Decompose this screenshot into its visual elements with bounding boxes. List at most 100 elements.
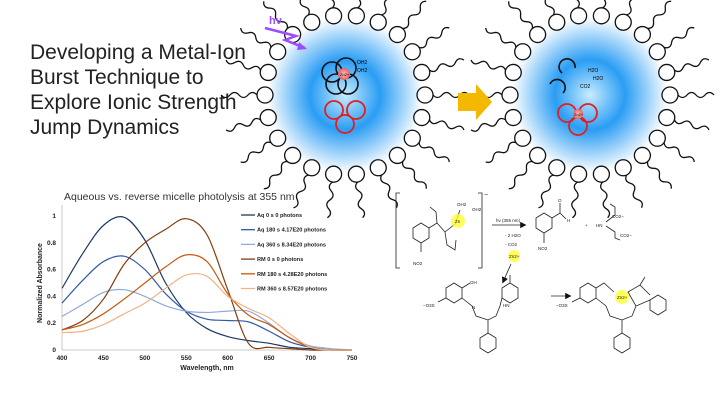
surfactant-tail xyxy=(571,181,579,219)
atom-label: −O3S xyxy=(423,303,435,308)
surfactant-head xyxy=(403,129,421,147)
surfactant-tail xyxy=(485,27,517,48)
x-axis-label: Wavelength, nm xyxy=(180,365,233,372)
surfactant-head xyxy=(548,13,566,31)
surfactant-head xyxy=(633,25,652,44)
title-line: Explore Ionic Strength xyxy=(30,91,237,114)
reaction-condition: hv (355 nm) xyxy=(496,218,521,223)
surfactant-head xyxy=(256,86,274,104)
surfactant-head xyxy=(514,129,532,147)
legend-label: RM 180 s 4.28E20 photons xyxy=(257,272,327,278)
surfactant-head xyxy=(569,7,588,25)
surfactant-tail xyxy=(674,58,710,73)
surfactant-tail xyxy=(263,1,289,29)
surfactant-head xyxy=(658,63,676,82)
surfactant-tail xyxy=(432,91,470,99)
surfactant-tail xyxy=(663,26,695,49)
light-beam: hν xyxy=(264,15,307,50)
surfactant-tail xyxy=(626,0,633,16)
zinc-highlight xyxy=(615,290,629,304)
surfactant-head xyxy=(369,159,387,177)
benzene-ring xyxy=(479,332,497,354)
series-line xyxy=(61,216,353,351)
surfactant-tail xyxy=(508,1,534,29)
caged-zinc-complex: Zn2+ OH2 OH2 xyxy=(321,57,368,95)
benzene-ring xyxy=(535,212,553,234)
legend-label: Aq 180 s 4.17E20 photons xyxy=(257,228,326,234)
x-tick-label: 650 xyxy=(264,355,275,362)
reaction-scheme: − Zn OH2 OH2 NO2 hv (355 nm) - 2 H2O - C… xyxy=(395,192,667,354)
benzene-ring xyxy=(412,222,430,244)
surfactant-tail xyxy=(646,161,672,189)
surfactant-tail xyxy=(485,141,517,164)
micelle-before xyxy=(220,0,470,219)
y-tick-label: 0.8 xyxy=(47,240,56,247)
chart-title: Aqueous vs. reverse micelle photolysis a… xyxy=(64,191,295,203)
y-tick-label: 0.2 xyxy=(47,320,56,327)
complex-brackets xyxy=(395,192,483,269)
water-label: H2O xyxy=(588,68,598,74)
binding-arrow xyxy=(502,263,512,284)
legend-label: RM 0 s 0 photons xyxy=(257,257,303,263)
byproduct-label: - CO2 xyxy=(505,242,517,247)
y-tick-label: 1 xyxy=(52,213,56,220)
atom-label: NO2 xyxy=(538,246,548,251)
co2-label: CO2 xyxy=(580,84,591,90)
atom-label: H xyxy=(567,218,570,223)
surfactant-head xyxy=(504,108,522,127)
surfactant-head xyxy=(648,43,666,61)
benzene-ring xyxy=(501,282,519,304)
y-tick-label: 0.4 xyxy=(47,293,56,300)
surfactant-tail xyxy=(293,174,309,209)
surfactant-tail xyxy=(263,160,288,190)
y-tick-label: 0.6 xyxy=(47,267,56,274)
surfactant-tail xyxy=(220,91,258,99)
atom-label: OH xyxy=(470,280,477,285)
ligand-label: OH2 xyxy=(357,60,368,66)
surfactant-head xyxy=(388,25,407,44)
surfactant-tail xyxy=(544,0,555,16)
zinc-highlight xyxy=(508,250,520,262)
surfactant-head xyxy=(658,108,676,127)
atom-label: O xyxy=(558,198,562,203)
x-tick-label: 400 xyxy=(57,355,68,362)
surfactant-tail xyxy=(381,0,388,16)
surfactant-head xyxy=(347,165,366,183)
surfactant-head xyxy=(303,159,321,177)
micelle-core xyxy=(267,17,423,173)
benzene-ring xyxy=(579,282,597,304)
surfactant-tail xyxy=(331,0,335,9)
surfactant-head xyxy=(614,159,632,177)
x-tick-label: 550 xyxy=(181,355,192,362)
surfactant-tail xyxy=(401,161,427,189)
surfactant-head xyxy=(269,129,287,147)
surfactant-tail xyxy=(418,26,450,49)
surfactant-tail xyxy=(647,0,672,30)
benzene-ring xyxy=(445,282,463,304)
surfactant-head xyxy=(259,108,277,127)
atom-label: Zn xyxy=(455,219,461,224)
surfactant-tail xyxy=(225,117,261,132)
zinc-ion xyxy=(338,68,350,80)
surfactant-head xyxy=(388,146,407,165)
surfactant-tail xyxy=(428,119,465,131)
surfactant-tail xyxy=(470,117,506,132)
legend-label: Aq 0 s 0 photons xyxy=(257,213,302,219)
charge-label: − xyxy=(484,192,488,199)
surfactant-tail xyxy=(673,119,710,131)
atom-label: NO2 xyxy=(413,261,423,266)
atom-label: N xyxy=(472,305,475,310)
surfactant-head xyxy=(614,13,632,31)
atom-label: OH2 xyxy=(457,202,467,207)
plus-sign: + xyxy=(585,223,588,228)
surfactant-tail xyxy=(429,58,465,73)
y-tick-label: 0 xyxy=(52,347,56,354)
surfactant-tail xyxy=(418,142,450,163)
zinc-highlight xyxy=(451,214,465,228)
atom-label: CO2− xyxy=(620,233,632,238)
surfactant-head xyxy=(324,7,343,25)
atom-label: Zn2+ xyxy=(617,295,628,300)
surfactant-head xyxy=(324,165,343,183)
surfactant-head xyxy=(633,146,652,165)
